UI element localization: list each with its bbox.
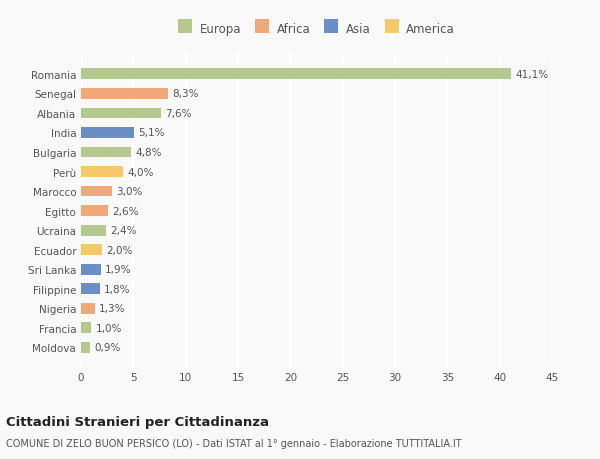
Bar — [81, 108, 161, 119]
Bar — [81, 147, 131, 158]
Text: 1,3%: 1,3% — [99, 304, 125, 313]
Bar — [81, 245, 102, 256]
Text: 1,0%: 1,0% — [95, 323, 122, 333]
Text: 2,0%: 2,0% — [106, 245, 133, 255]
Bar — [81, 128, 134, 139]
Text: 2,4%: 2,4% — [110, 226, 137, 235]
Text: 0,9%: 0,9% — [95, 343, 121, 353]
Text: 1,9%: 1,9% — [105, 265, 131, 274]
Bar — [81, 186, 112, 197]
Legend: Europa, Africa, Asia, America: Europa, Africa, Asia, America — [176, 20, 457, 38]
Text: 7,6%: 7,6% — [165, 109, 191, 118]
Bar — [81, 206, 108, 217]
Text: 5,1%: 5,1% — [139, 128, 165, 138]
Bar — [81, 89, 168, 100]
Bar — [81, 303, 95, 314]
Text: 1,8%: 1,8% — [104, 284, 131, 294]
Bar — [81, 225, 106, 236]
Text: 4,8%: 4,8% — [136, 148, 162, 157]
Text: 3,0%: 3,0% — [116, 187, 143, 196]
Bar — [81, 264, 101, 275]
Bar — [81, 167, 123, 178]
Text: Cittadini Stranieri per Cittadinanza: Cittadini Stranieri per Cittadinanza — [6, 415, 269, 428]
Text: 4,0%: 4,0% — [127, 167, 154, 177]
Text: COMUNE DI ZELO BUON PERSICO (LO) - Dati ISTAT al 1° gennaio - Elaborazione TUTTI: COMUNE DI ZELO BUON PERSICO (LO) - Dati … — [6, 438, 461, 448]
Text: 8,3%: 8,3% — [172, 89, 199, 99]
Text: 2,6%: 2,6% — [112, 206, 139, 216]
Text: 41,1%: 41,1% — [515, 70, 548, 79]
Bar — [81, 323, 91, 334]
Bar — [81, 69, 511, 80]
Bar — [81, 284, 100, 295]
Bar — [81, 342, 91, 353]
